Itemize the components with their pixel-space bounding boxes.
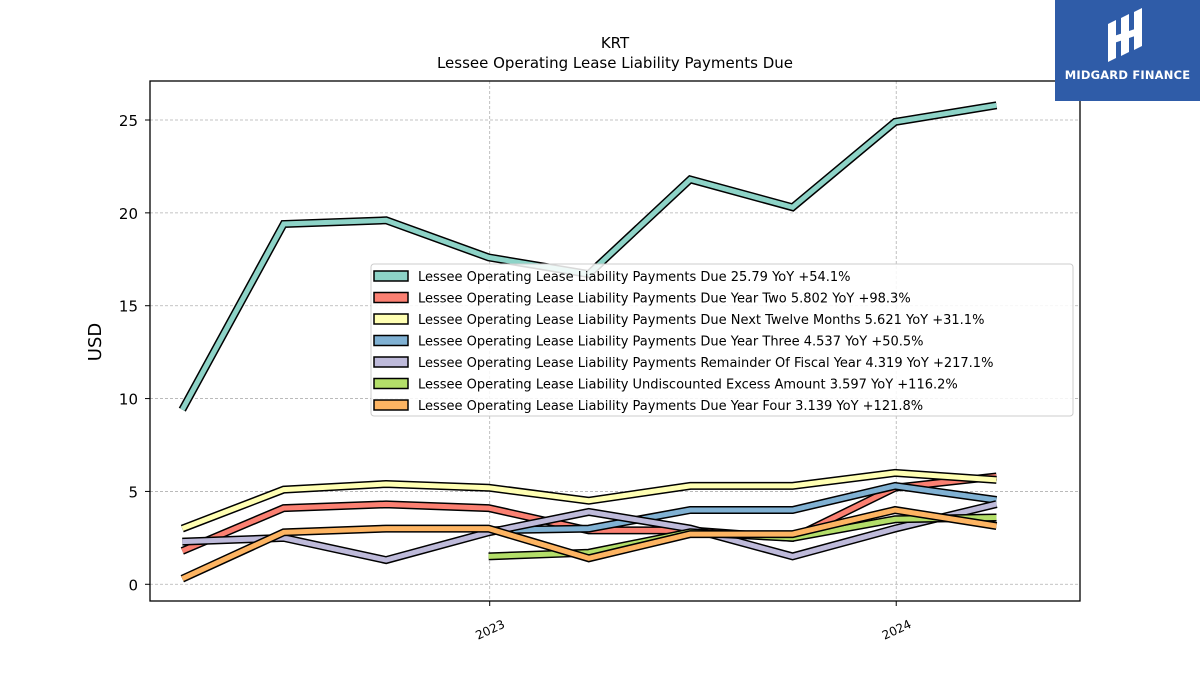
x-tick-label: 2024 [880,617,914,643]
series-line [180,468,997,533]
chart-subtitle: Lessee Operating Lease Liability Payment… [437,54,793,72]
series-line-stroke [181,470,997,531]
legend-label: Lessee Operating Lease Liability Payment… [418,292,911,307]
series-line-stroke [181,507,997,581]
y-tick-label: 5 [128,483,138,501]
series-line [182,500,998,565]
brand-logo: MIDGARD FINANCE [1055,0,1200,101]
y-axis-label: USD [85,323,106,361]
legend-swatch [373,270,409,282]
midgard-logo-icon [1108,8,1142,62]
legend-box [370,263,1074,417]
legend-swatch [373,291,409,304]
legend-label: Lessee Operating Lease Liability Payment… [418,313,984,328]
legend-swatch [373,313,409,325]
y-tick-label: 10 [119,391,138,409]
legend-label: Lessee Operating Lease Liability Payment… [418,270,851,285]
legend-swatch [373,399,409,411]
series-line [180,505,998,583]
legend: Lessee Operating Lease Liability Payment… [370,263,1074,417]
series-lines [178,101,998,583]
series-line-stroke [182,501,998,563]
brand-name: MIDGARD FINANCE [1064,68,1191,82]
legend-swatch [373,334,409,347]
series-line-stroke [488,483,997,533]
legend-label: Lessee Operating Lease Liability Payment… [418,335,924,350]
y-tick-label: 0 [128,576,138,594]
plot-frame [149,80,1081,602]
chart-title: KRT [601,34,630,52]
series-line [488,481,998,535]
legend-swatch [373,377,409,390]
y-tick-label: 20 [119,205,138,223]
legend-label: Lessee Operating Lease Liability Payment… [418,356,993,371]
x-tick-label: 2023 [473,617,507,643]
legend-label: Lessee Operating Lease Liability Payment… [418,399,923,414]
y-tick-label: 25 [119,112,138,130]
legend-label: Lessee Operating Lease Liability Undisco… [418,378,958,393]
legend-swatch [373,356,409,368]
y-tick-label: 15 [119,298,138,316]
